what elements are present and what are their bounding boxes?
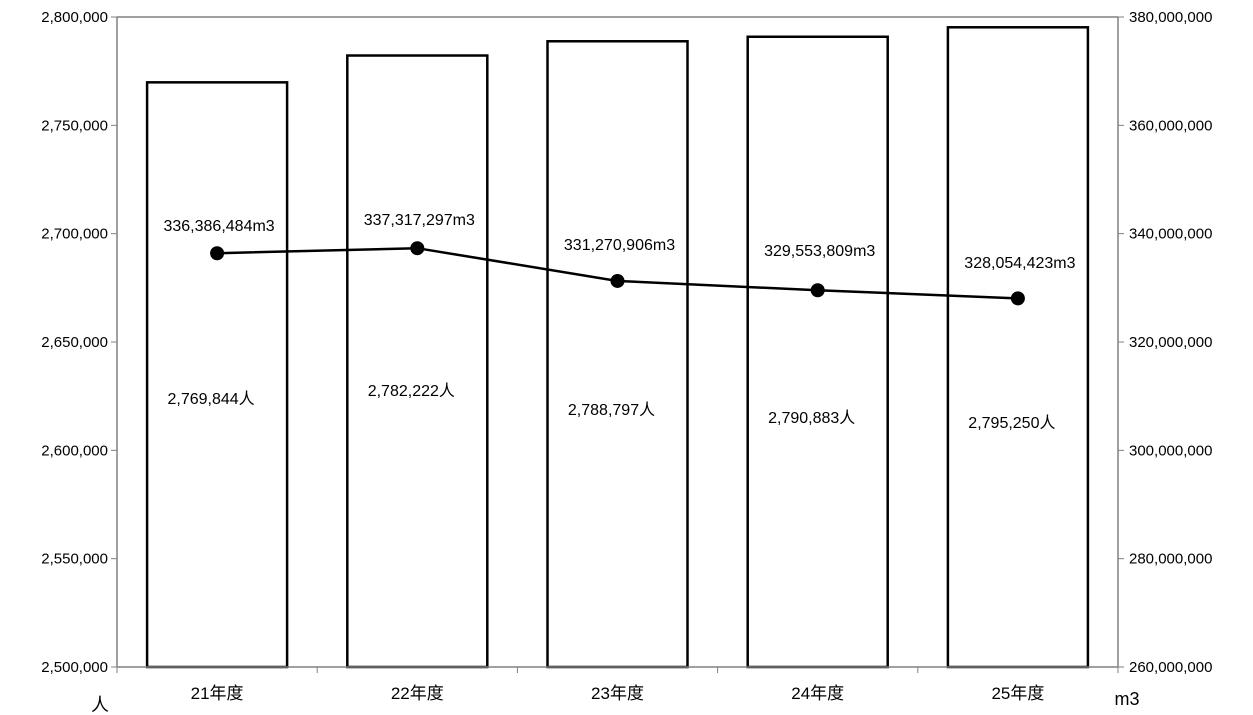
bar-value-label: 2,790,883人 [768, 409, 855, 427]
bar [746, 35, 889, 669]
right-tick-label: 280,000,000 [1129, 551, 1212, 568]
bar-value-label: 2,795,250人 [968, 414, 1055, 432]
bar [546, 40, 689, 669]
bar [346, 54, 489, 669]
line-point [1010, 291, 1025, 306]
right-tick-label: 320,000,000 [1129, 334, 1212, 351]
left-tick-label: 2,700,000 [41, 226, 108, 243]
category-label: 24年度 [791, 684, 844, 703]
bar-value-label: 2,788,797人 [568, 401, 655, 419]
left-tick-label: 2,600,000 [41, 442, 108, 459]
bar-value-label: 2,769,844人 [168, 390, 255, 408]
left-tick-label: 2,500,000 [41, 659, 108, 676]
line-point [210, 246, 225, 261]
line-value-label: 337,317,297m3 [364, 212, 475, 229]
bar [145, 81, 289, 669]
category-label: 22年度 [391, 684, 444, 703]
left-tick-label: 2,750,000 [41, 117, 108, 134]
left-tick-label: 2,650,000 [41, 334, 108, 351]
line-value-label: 336,386,484m3 [163, 218, 274, 235]
right-tick-label: 380,000,000 [1129, 9, 1212, 26]
bar [946, 26, 1090, 669]
category-label: 25年度 [991, 684, 1044, 703]
left-tick-label: 2,800,000 [41, 9, 108, 26]
line-point [810, 283, 825, 298]
right-tick-label: 360,000,000 [1129, 117, 1212, 134]
left-tick-label: 2,550,000 [41, 551, 108, 568]
line-value-label: 331,270,906m3 [564, 237, 675, 254]
line-value-label: 328,054,423m3 [964, 255, 1075, 272]
right-tick-label: 300,000,000 [1129, 442, 1212, 459]
bar-value-label: 2,782,222人 [368, 382, 455, 400]
category-label: 23年度 [591, 684, 644, 703]
left-axis-unit: 人 [91, 695, 109, 715]
line-value-label: 329,553,809m3 [764, 243, 875, 260]
line-point [410, 241, 425, 256]
line-point [610, 273, 625, 288]
right-axis-unit: m3 [1114, 689, 1139, 709]
right-tick-label: 260,000,000 [1129, 659, 1212, 676]
category-label: 21年度 [191, 684, 244, 703]
right-tick-label: 340,000,000 [1129, 226, 1212, 243]
